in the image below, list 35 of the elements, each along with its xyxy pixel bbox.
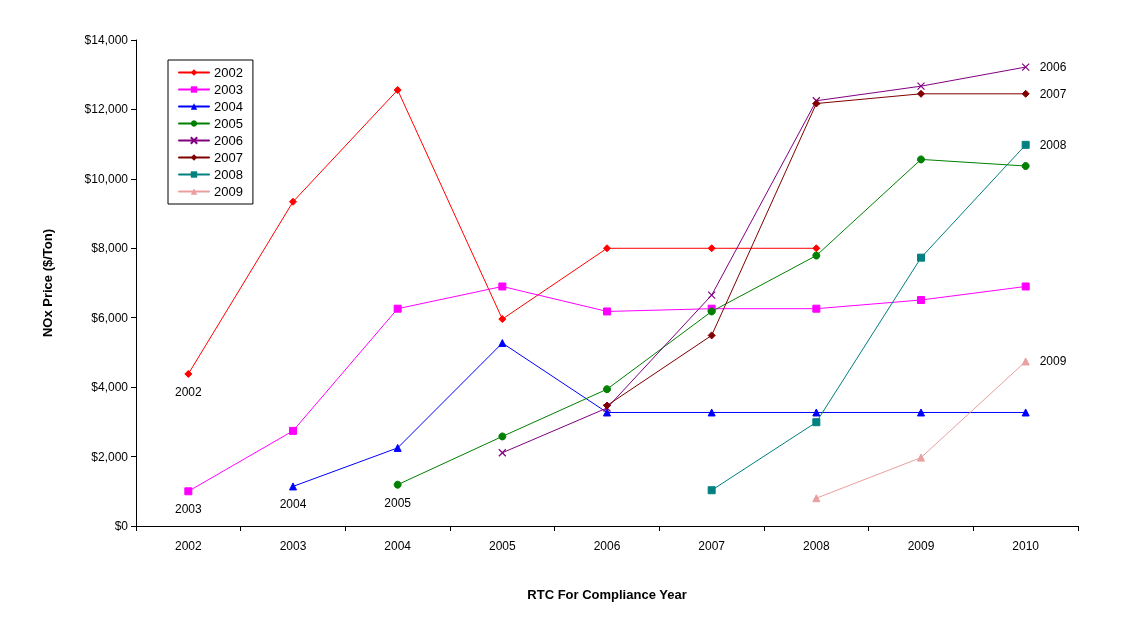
y-tick-label: $2,000 <box>91 449 129 464</box>
y-axis-title: NOx Price ($/Ton) <box>40 228 55 338</box>
annotation: 2003 <box>174 502 202 517</box>
annotation: 2008 <box>1039 137 1067 152</box>
legend-label: 2007 <box>214 150 243 165</box>
annotation: 2006 <box>1039 60 1067 75</box>
x-tick-label: 2010 <box>1012 539 1040 553</box>
legend-label: 2008 <box>214 167 243 182</box>
y-tick-label: $10,000 <box>84 171 129 186</box>
y-tick-label: $12,000 <box>84 102 129 117</box>
legend-label: 2004 <box>214 99 243 114</box>
annotation: 2005 <box>384 495 412 510</box>
legend-label: 2002 <box>214 65 243 80</box>
x-tick-label: 2009 <box>907 539 935 553</box>
x-tick-label: 2005 <box>488 539 516 553</box>
annotation: 2002 <box>174 384 202 399</box>
x-tick-label: 2008 <box>802 539 830 553</box>
y-tick-label: $14,000 <box>84 33 129 47</box>
x-tick-label: 2002 <box>174 539 202 553</box>
x-axis-title: RTC For Compliance Year <box>527 587 687 602</box>
x-tick-label: 2007 <box>698 539 726 553</box>
x-tick-label: 2004 <box>384 539 412 553</box>
legend-label: 2005 <box>214 116 243 131</box>
annotation: 2009 <box>1039 354 1067 369</box>
y-tick-label: $4,000 <box>91 380 129 395</box>
legend-label: 2003 <box>214 82 243 97</box>
legend-label: 2009 <box>214 184 243 199</box>
y-tick-label: $6,000 <box>91 310 129 325</box>
legend-label: 2006 <box>214 133 243 148</box>
x-tick-label: 2003 <box>279 539 307 553</box>
y-tick-label: $0 <box>114 519 129 533</box>
y-tick-label: $8,000 <box>91 241 129 256</box>
annotation: 2004 <box>279 497 307 512</box>
annotation: 2007 <box>1039 86 1067 101</box>
x-tick-label: 2006 <box>593 539 621 553</box>
